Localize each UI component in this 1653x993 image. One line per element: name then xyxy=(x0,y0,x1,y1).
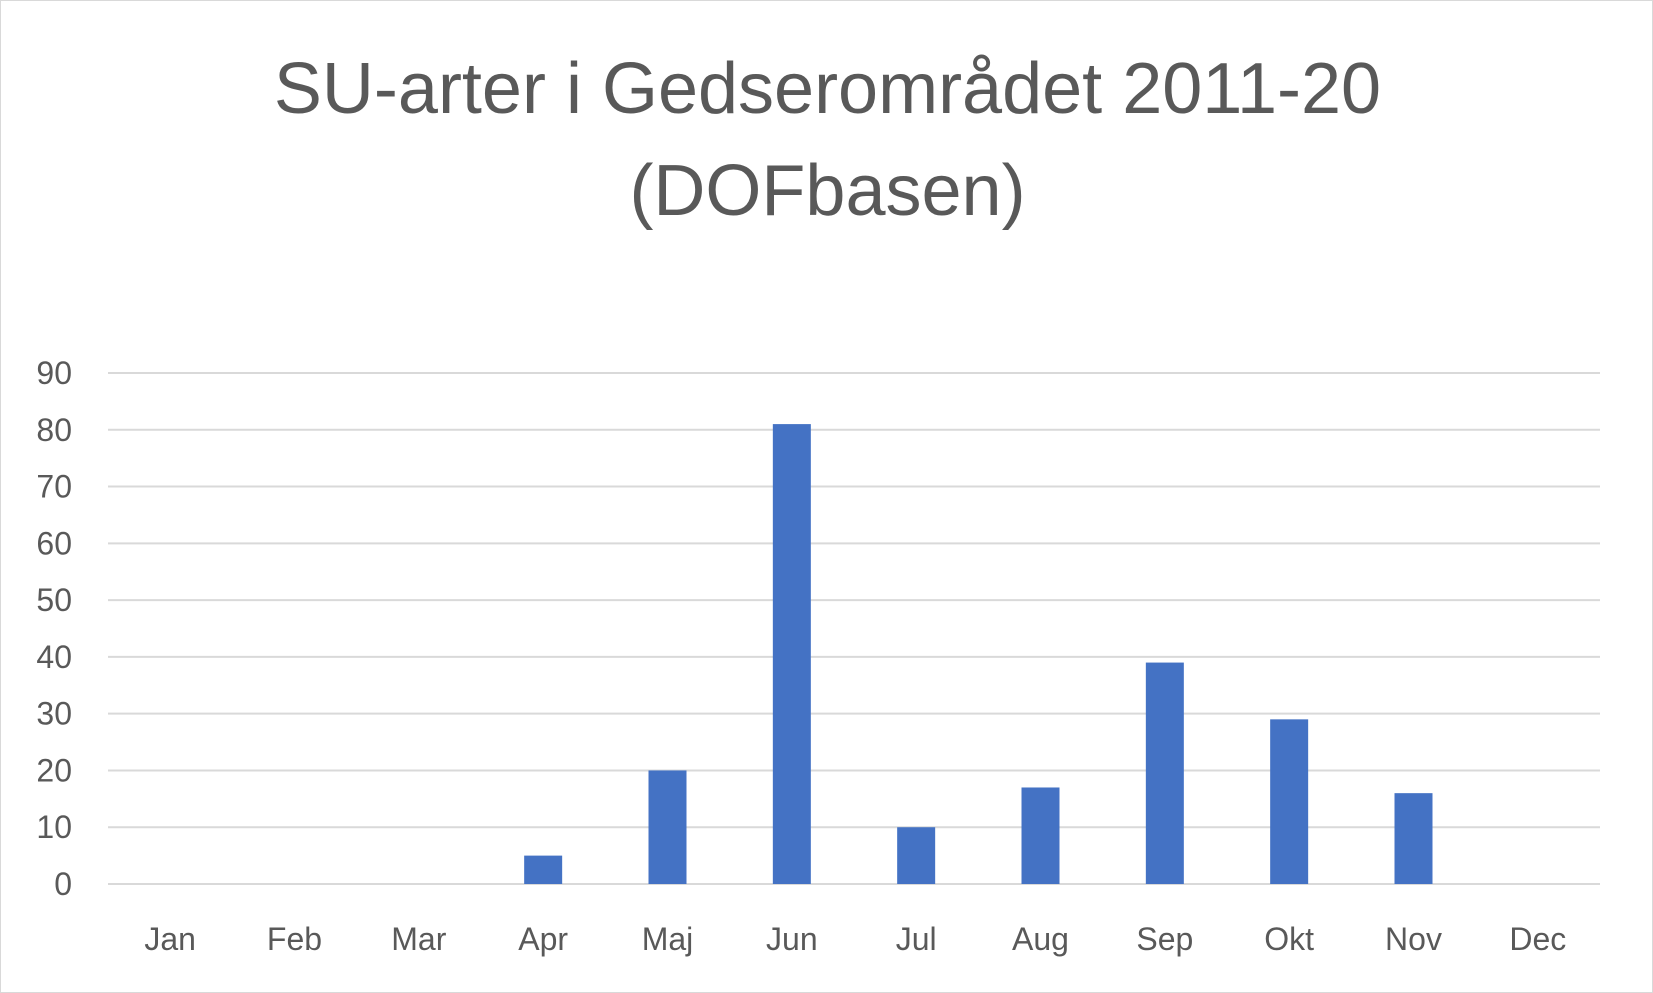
y-tick-label: 70 xyxy=(36,469,72,505)
y-tick-label: 10 xyxy=(36,809,72,845)
bar-jun xyxy=(772,424,811,884)
x-tick-label: Jan xyxy=(144,921,196,957)
x-tick-label: Jul xyxy=(896,921,937,957)
chart-title-line-2: (DOFbasen) xyxy=(629,151,1026,231)
chart-title-line-1: SU-arter i Gedserområdet 2011-20 xyxy=(273,49,1382,129)
bar-maj xyxy=(648,770,687,884)
x-tick-label: Jun xyxy=(766,921,818,957)
bar-aug xyxy=(1021,787,1060,884)
y-tick-label: 50 xyxy=(36,582,72,618)
bar-apr xyxy=(524,855,563,884)
x-tick-label: Aug xyxy=(1012,921,1069,957)
bar-jul xyxy=(897,827,936,884)
y-tick-label: 0 xyxy=(54,866,72,902)
x-tick-label: Dec xyxy=(1509,921,1566,957)
y-tick-label: 30 xyxy=(36,696,72,732)
y-tick-label: 40 xyxy=(36,639,72,675)
x-tick-label: Maj xyxy=(642,921,694,957)
x-tick-label: Apr xyxy=(518,921,568,957)
x-tick-label: Nov xyxy=(1385,921,1442,957)
bar-okt xyxy=(1270,719,1309,884)
x-tick-label: Okt xyxy=(1264,921,1314,957)
bar-nov xyxy=(1394,793,1433,884)
x-tick-label: Mar xyxy=(391,921,446,957)
y-tick-label: 60 xyxy=(36,525,72,561)
x-tick-label: Feb xyxy=(267,921,322,957)
y-tick-label: 20 xyxy=(36,752,72,788)
y-tick-label: 80 xyxy=(36,412,72,448)
x-tick-label: Sep xyxy=(1136,921,1193,957)
y-tick-label: 90 xyxy=(36,355,72,391)
bar-sep xyxy=(1145,662,1184,884)
